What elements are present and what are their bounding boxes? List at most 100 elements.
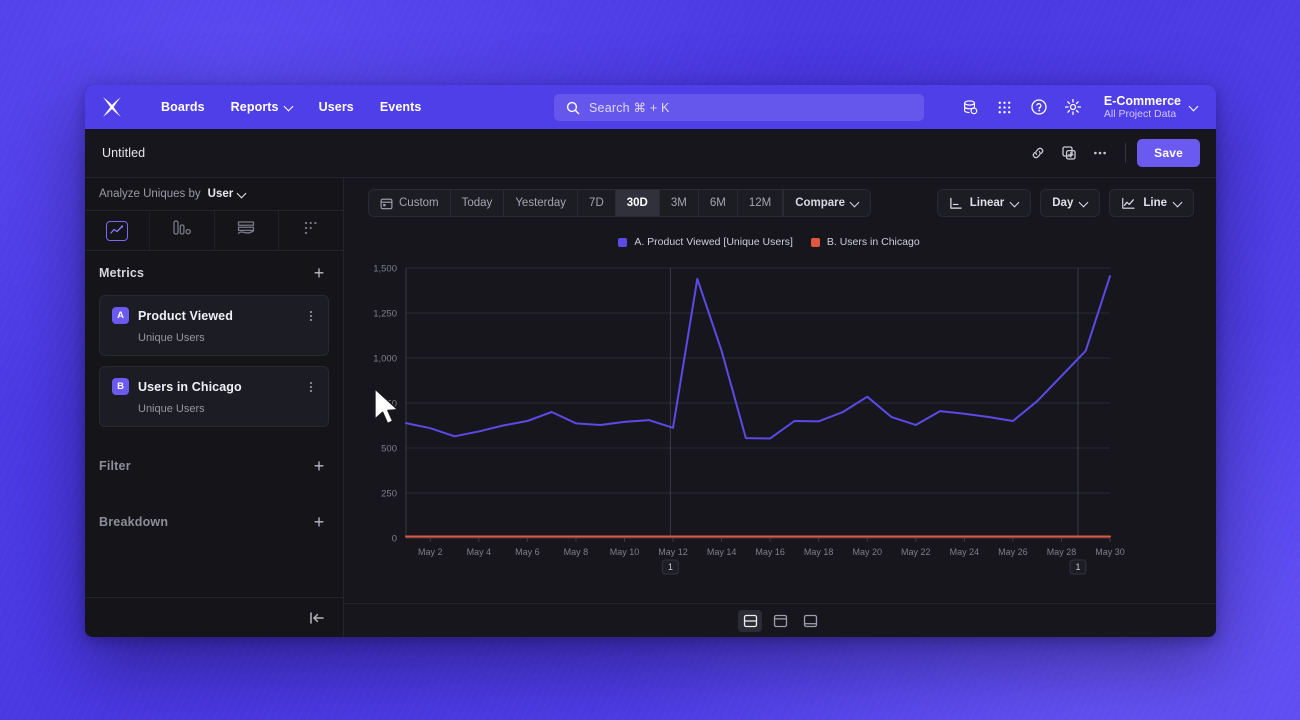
line-chart-icon [1122,197,1135,209]
range-7d-button[interactable]: 7D [578,190,616,216]
metric-card-users-in-chicago[interactable]: B Users in Chicago Unique Users [99,366,329,427]
help-circle-icon[interactable] [1024,92,1054,122]
chart-container: A. Product Viewed [Unique Users] B. User… [344,228,1216,603]
compare-button[interactable]: Compare [783,190,870,216]
split-horizontal-view-button[interactable] [738,609,762,632]
table-view-button[interactable] [768,610,792,632]
analyze-by-label: Analyze Uniques by [99,188,201,200]
metrics-section-header: Metrics + [85,251,343,295]
line-chart-svg[interactable]: 0 250 500 750 1,000 1,250 1,500 May 2 May 4 May 6… [344,254,1132,584]
chevron-down-icon [1080,198,1088,206]
chart-plot-area: 0 250 500 750 1,000 1,250 1,500 May 2 May 4 May 6… [344,254,1194,584]
svg-text:May 4: May 4 [467,547,492,557]
chart-view-toggle-bar [344,603,1216,637]
search-input[interactable]: Search ⌘ + K [554,94,924,121]
granularity-label: Day [1052,197,1074,209]
range-12m-label: 12M [748,197,772,209]
nav-link-events[interactable]: Events [368,94,434,120]
metric-badge-b: B [112,378,129,395]
filter-section-header: Filter + [85,437,343,495]
add-breakdown-button[interactable]: + [313,512,325,532]
collapse-sidebar-icon[interactable] [306,607,328,629]
apps-grid-icon[interactable] [990,92,1020,122]
legend-item-a[interactable]: A. Product Viewed [Unique Users] [618,236,793,248]
scale-selector[interactable]: Linear [936,189,1032,217]
project-name: E-Commerce [1103,93,1181,108]
svg-text:750: 750 [381,399,397,410]
svg-text:0: 0 [392,534,397,545]
save-button[interactable]: Save [1137,139,1200,167]
legend-label-a: A. Product Viewed [Unique Users] [634,236,793,248]
granularity-selector[interactable]: Day [1040,189,1101,217]
range-yesterday-button[interactable]: Yesterday [504,190,579,216]
chevron-down-icon [1190,102,1198,110]
svg-text:May 26: May 26 [998,547,1028,557]
breakdown-section-header: Breakdown + [85,495,343,549]
search-placeholder: Search ⌘ + K [589,101,670,115]
line-chart-tab[interactable] [85,211,150,250]
range-custom-button[interactable]: Custom [369,190,451,216]
report-title[interactable]: Untitled [102,146,146,160]
chart-type-selector[interactable]: Line [1109,189,1194,217]
date-range-group: Custom Today Yesterday 7D 30D [368,189,872,217]
link-icon[interactable] [1024,139,1052,167]
nav-link-reports[interactable]: Reports [219,94,305,120]
legend-swatch-b [810,237,820,247]
x-logo-icon[interactable] [99,94,125,120]
metric-card-product-viewed[interactable]: A Product Viewed Unique Users [99,295,329,356]
metric-subtitle: Unique Users [138,332,205,344]
report-actions: Save [1024,139,1200,167]
metrics-title: Metrics [99,266,145,280]
chart-only-view-button[interactable] [798,610,822,632]
kebab-menu-icon[interactable] [305,309,317,323]
duplicate-icon[interactable] [1055,139,1083,167]
range-6m-button[interactable]: 6M [699,190,738,216]
metric-badge-a: A [112,307,129,324]
sidebar-spacer [85,549,343,597]
gear-icon[interactable] [1058,92,1088,122]
filter-title: Filter [99,459,131,473]
bar-chart-tab[interactable] [150,211,215,250]
add-filter-button[interactable]: + [313,456,325,476]
bar-chart-icon [171,219,193,242]
range-today-button[interactable]: Today [451,190,505,216]
svg-text:1: 1 [668,562,673,572]
funnel-flow-tab[interactable] [215,211,280,250]
chart-options-group: Linear Day Line [936,189,1194,217]
funnel-flow-icon [235,219,257,242]
project-selector[interactable]: E-Commerce All Project Data [1092,92,1204,123]
svg-text:1,250: 1,250 [373,309,397,320]
metric-card-header: B Users in Chicago [112,378,317,395]
range-12m-button[interactable]: 12M [738,190,784,216]
svg-text:May 22: May 22 [901,547,931,557]
range-30d-button[interactable]: 30D [615,190,660,216]
report-sub-header: Untitled [85,129,1216,178]
nav-link-boards[interactable]: Boards [149,94,217,120]
nav-link-users[interactable]: Users [307,94,366,120]
chart-legend: A. Product Viewed [Unique Users] B. User… [344,230,1194,254]
database-icon[interactable] [956,92,986,122]
add-metric-button[interactable]: + [313,263,325,283]
nav-link-reports-label: Reports [230,100,279,114]
kebab-menu-icon[interactable] [305,380,317,394]
retention-dots-tab[interactable] [279,211,343,250]
range-30d-label: 30D [626,197,648,209]
analyze-by-selector[interactable]: User [208,188,247,200]
range-3m-label: 3M [670,197,687,209]
legend-item-b[interactable]: B. Users in Chicago [810,236,920,248]
compare-label: Compare [795,197,846,209]
svg-text:May 28: May 28 [1047,547,1077,557]
svg-text:May 10: May 10 [610,547,640,557]
chevron-down-icon [285,102,293,110]
legend-swatch-a [618,237,628,247]
chevron-down-icon [238,189,246,197]
top-navigation-bar: Boards Reports Users Events Searc [85,85,1216,129]
nav-link-boards-label: Boards [161,100,205,114]
retention-dots-icon [302,219,320,242]
project-subtitle: All Project Data [1103,107,1177,120]
svg-text:May 20: May 20 [852,547,882,557]
range-3m-button[interactable]: 3M [660,190,699,216]
left-sidebar: Analyze Uniques by User [85,178,344,637]
more-horizontal-icon[interactable] [1086,139,1114,167]
